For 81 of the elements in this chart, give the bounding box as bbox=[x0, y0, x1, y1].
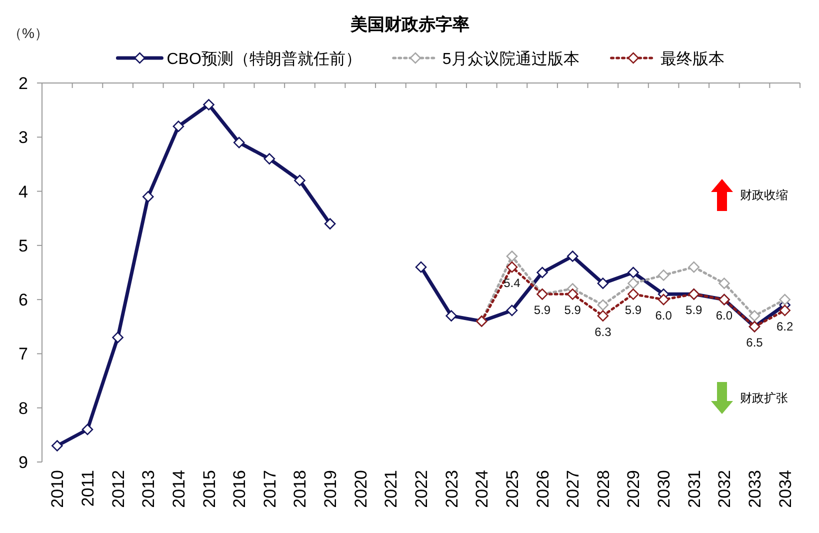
legend-label: CBO预测（特朗普就任前） bbox=[166, 50, 362, 68]
point bbox=[112, 332, 124, 344]
point bbox=[748, 310, 760, 322]
y-tick-label: 2 bbox=[18, 74, 28, 93]
x-tick-label: 2013 bbox=[139, 470, 158, 508]
data-label: 6.0 bbox=[655, 308, 672, 323]
point bbox=[566, 288, 578, 300]
point bbox=[688, 261, 700, 273]
x-tick-label: 2027 bbox=[564, 470, 583, 508]
legend-label: 最终版本 bbox=[660, 50, 724, 68]
x-tick-label: 2026 bbox=[533, 470, 552, 508]
data-label: 5.4 bbox=[504, 276, 521, 290]
point bbox=[446, 310, 457, 322]
annotation: 财政扩张 bbox=[740, 391, 788, 405]
point bbox=[628, 278, 639, 289]
x-tick-label: 2033 bbox=[746, 470, 765, 508]
data-label: 5.9 bbox=[686, 303, 703, 318]
x-tick-label: 2010 bbox=[48, 470, 68, 508]
x-tick-label: 2030 bbox=[654, 470, 674, 508]
x-tick-label: 2029 bbox=[624, 470, 644, 508]
y-tick-label: 9 bbox=[18, 453, 28, 472]
point bbox=[597, 278, 609, 289]
point bbox=[506, 304, 518, 316]
point bbox=[324, 218, 336, 230]
point bbox=[597, 299, 609, 311]
point bbox=[628, 288, 639, 300]
x-tick-label: 2034 bbox=[776, 470, 795, 508]
x-tick-label: 2025 bbox=[502, 470, 522, 508]
y-tick-label: 8 bbox=[18, 398, 28, 418]
x-tick-label: 2020 bbox=[351, 470, 370, 508]
point bbox=[536, 266, 548, 278]
chart-title: 美国财政赤字率 bbox=[350, 15, 470, 34]
point bbox=[203, 99, 214, 110]
x-tick-label: 2018 bbox=[290, 470, 310, 508]
x-tick-label: 2012 bbox=[108, 470, 128, 508]
data-label: 6.2 bbox=[776, 319, 794, 334]
x-tick-label: 2019 bbox=[321, 470, 340, 508]
data-label: 5.9 bbox=[534, 303, 551, 318]
point bbox=[779, 294, 790, 306]
x-tick-label: 2032 bbox=[715, 470, 734, 508]
point bbox=[506, 250, 518, 262]
point bbox=[233, 136, 245, 148]
x-tick-label: 2023 bbox=[442, 470, 462, 508]
annotation: 财政收缩 bbox=[740, 188, 788, 202]
data-label: 5.9 bbox=[624, 303, 642, 318]
point bbox=[597, 310, 609, 322]
point bbox=[82, 424, 94, 436]
x-tick-label: 2022 bbox=[412, 470, 431, 508]
x-tick-label: 2028 bbox=[594, 470, 613, 508]
point bbox=[566, 250, 578, 262]
point bbox=[52, 440, 63, 452]
x-tick-label: 2031 bbox=[684, 470, 704, 508]
x-tick-label: 2015 bbox=[200, 470, 219, 508]
y-axis-title: （%） bbox=[8, 25, 48, 41]
data-label: 6.0 bbox=[716, 308, 733, 323]
legend-label: 5月众议院通过版本 bbox=[442, 50, 580, 68]
data-label: 6.3 bbox=[594, 324, 612, 339]
y-tick-label: 3 bbox=[18, 128, 28, 148]
y-tick-label: 5 bbox=[18, 236, 28, 256]
x-tick-label: 2011 bbox=[78, 470, 98, 507]
data-label: 5.9 bbox=[564, 303, 582, 318]
point bbox=[506, 261, 518, 273]
y-tick-label: 4 bbox=[18, 182, 28, 202]
point bbox=[264, 153, 276, 164]
point bbox=[142, 191, 154, 202]
point bbox=[628, 266, 639, 278]
point bbox=[658, 294, 670, 306]
point bbox=[779, 304, 790, 316]
point bbox=[718, 278, 730, 289]
x-tick-label: 2014 bbox=[169, 470, 188, 508]
point bbox=[415, 261, 427, 273]
point bbox=[658, 270, 670, 281]
y-tick-label: 6 bbox=[18, 290, 28, 310]
data-label: 6.5 bbox=[746, 336, 764, 350]
point bbox=[172, 120, 184, 132]
point bbox=[294, 174, 306, 186]
x-tick-label: 2024 bbox=[472, 470, 492, 508]
x-tick-label: 2021 bbox=[382, 470, 401, 508]
x-tick-label: 2016 bbox=[230, 470, 250, 508]
y-tick-label: 7 bbox=[18, 344, 28, 364]
x-tick-label: 2017 bbox=[260, 470, 280, 508]
